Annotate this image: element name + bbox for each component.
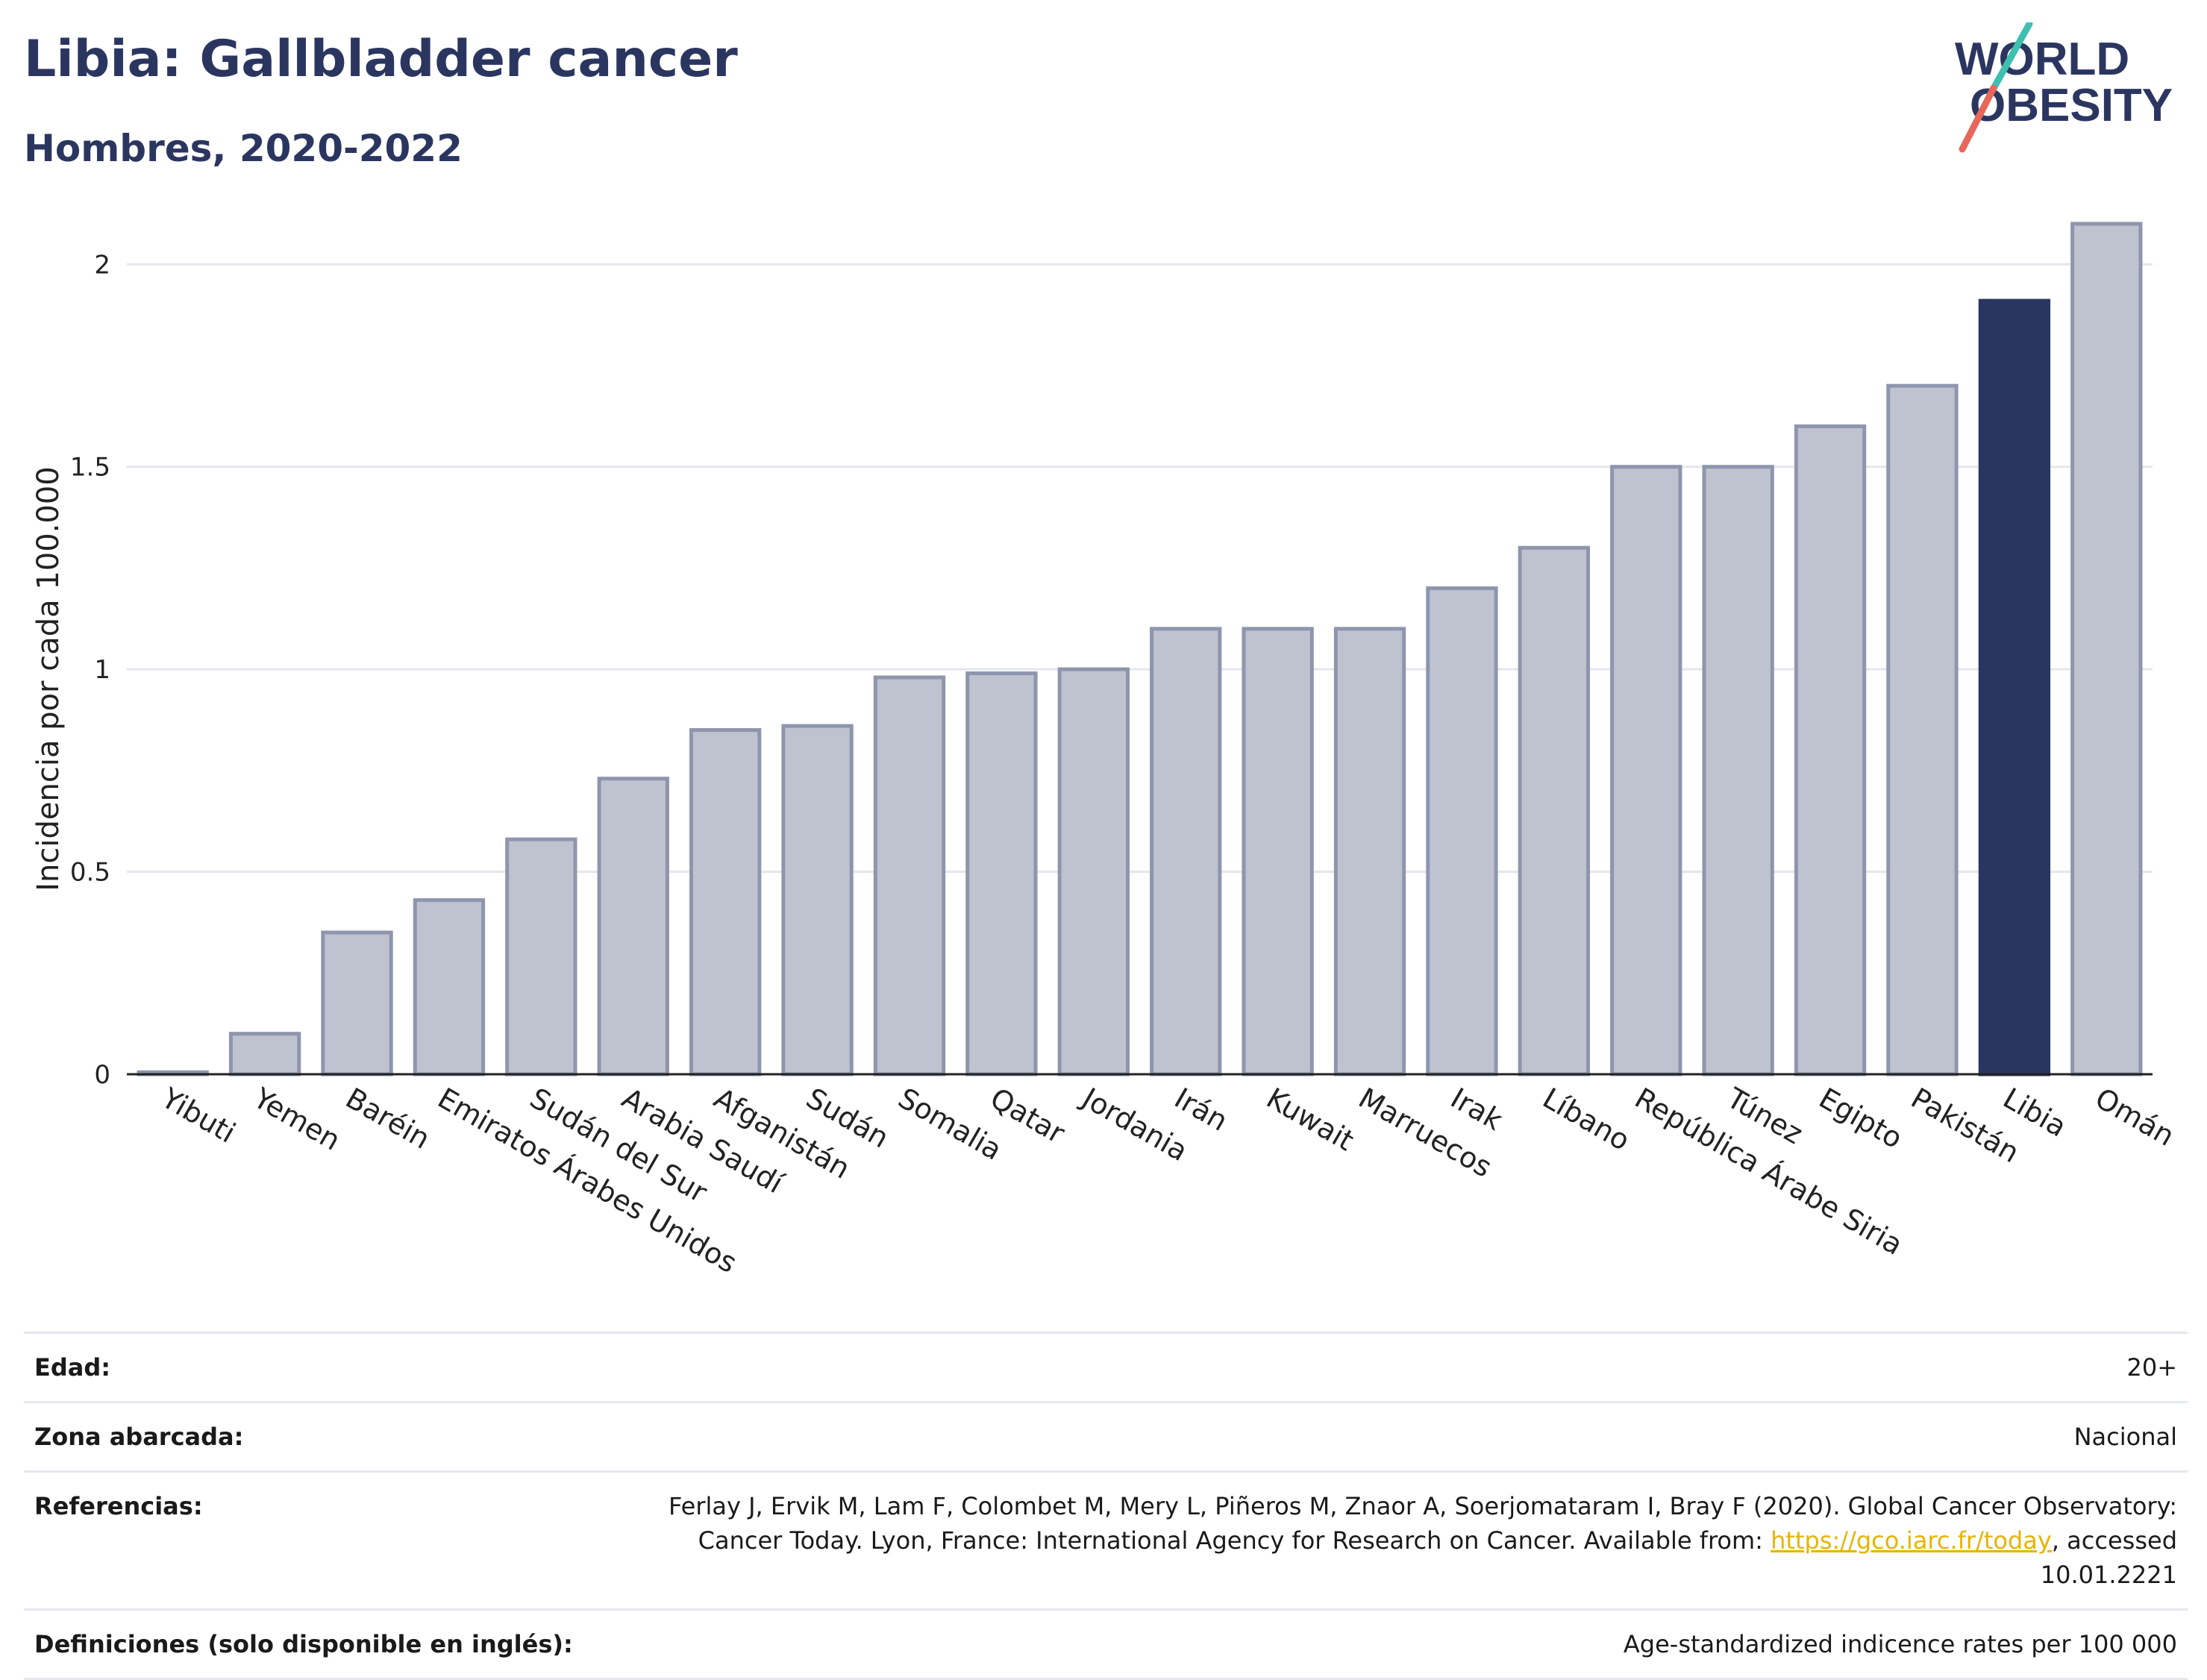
bar [873,675,946,1076]
x-tick-label: Jordania [1076,1081,1194,1167]
x-tick-label: Líbano [1537,1082,1635,1157]
x-tick-label: Irak [1445,1082,1508,1137]
x-tick-label: Yibuti [155,1081,241,1150]
info-value: 20+ [2126,1353,2177,1382]
bar [1518,545,1591,1076]
bar [413,898,486,1076]
bar-chart: 0 0.5 1 1.5 2 Incidencia por cada 100.000 Yibu… [31,222,2180,1279]
x-tick-label: Baréin [340,1082,436,1156]
bar [2070,222,2143,1076]
info-value: Ferlay J, Ervik M, Lam F, Colombet M, Me… [648,1489,2177,1592]
info-row-area: Zona abarcada: Nacional [24,1401,2188,1470]
info-label: Zona abarcada: [34,1423,244,1451]
y-tick-label: 2 [94,250,110,280]
bar [597,777,669,1076]
logo-text-obesity: OBESITY [1970,80,2173,131]
info-row-age: Edad: 20+ [24,1332,2188,1401]
bar [228,1032,301,1076]
info-row-references: Referencias: Ferlay J, Ervik M, Lam F, C… [24,1470,2188,1608]
info-label: Definiciones (solo disponible en inglés)… [34,1630,573,1658]
reference-text: Ferlay J, Ervik M, Lam F, Colombet M, Me… [669,1492,2177,1555]
info-row-definitions: Definiciones (solo disponible en inglés)… [24,1608,2188,1680]
y-tick-label: 1 [94,655,110,685]
logo-slash-coral [1959,84,1997,153]
logo-slash-teal [1988,22,2033,95]
x-tick-label: Somalia [892,1082,1007,1167]
logo-text-world: WORLD [1955,34,2129,85]
reference-link[interactable]: https://gco.iarc.fr/today [1771,1526,2052,1555]
world-obesity-logo: WORLD OBESITY [1955,22,2173,153]
y-tick-label: 1.5 [70,453,110,483]
bar [505,837,577,1076]
bar [1242,627,1314,1076]
bar [1794,424,1867,1076]
info-table: Edad: 20+ Zona abarcada: Nacional Refere… [24,1332,2188,1680]
bar [965,671,1038,1076]
bar [1426,586,1498,1076]
reference-text-end: , accessed 10.01.2221 [2040,1526,2177,1589]
bar [321,930,393,1076]
info-label: Edad: [34,1353,111,1382]
x-tick-label: Yemen [248,1081,346,1157]
page-subtitle: Hombres, 2020-2022 [24,127,463,170]
bar [781,724,854,1076]
y-tick-label: 0 [94,1060,110,1090]
bar [1150,627,1222,1076]
x-tick-label: Kuwait [1261,1082,1359,1158]
x-tick-label: Irán [1169,1082,1233,1138]
y-tick-label: 0.5 [70,858,110,888]
info-value: Nacional [2073,1423,2177,1451]
bar [689,728,762,1076]
info-value: Age-standardized indicence rates per 100… [1623,1630,2177,1658]
bar-highlight [1978,298,2051,1076]
x-tick-label: Omán [2090,1082,2180,1153]
bar [1886,383,1959,1076]
bar [1057,667,1130,1076]
bar [1333,627,1406,1076]
y-axis-label: Incidencia por cada 100.000 [31,466,66,891]
page-title: Libia: Gallbladder cancer [24,30,738,89]
x-tick-label: Egipto [1814,1082,1909,1156]
bar [1702,465,1774,1076]
bar [1610,465,1682,1076]
info-label: Referencias: [34,1492,203,1520]
